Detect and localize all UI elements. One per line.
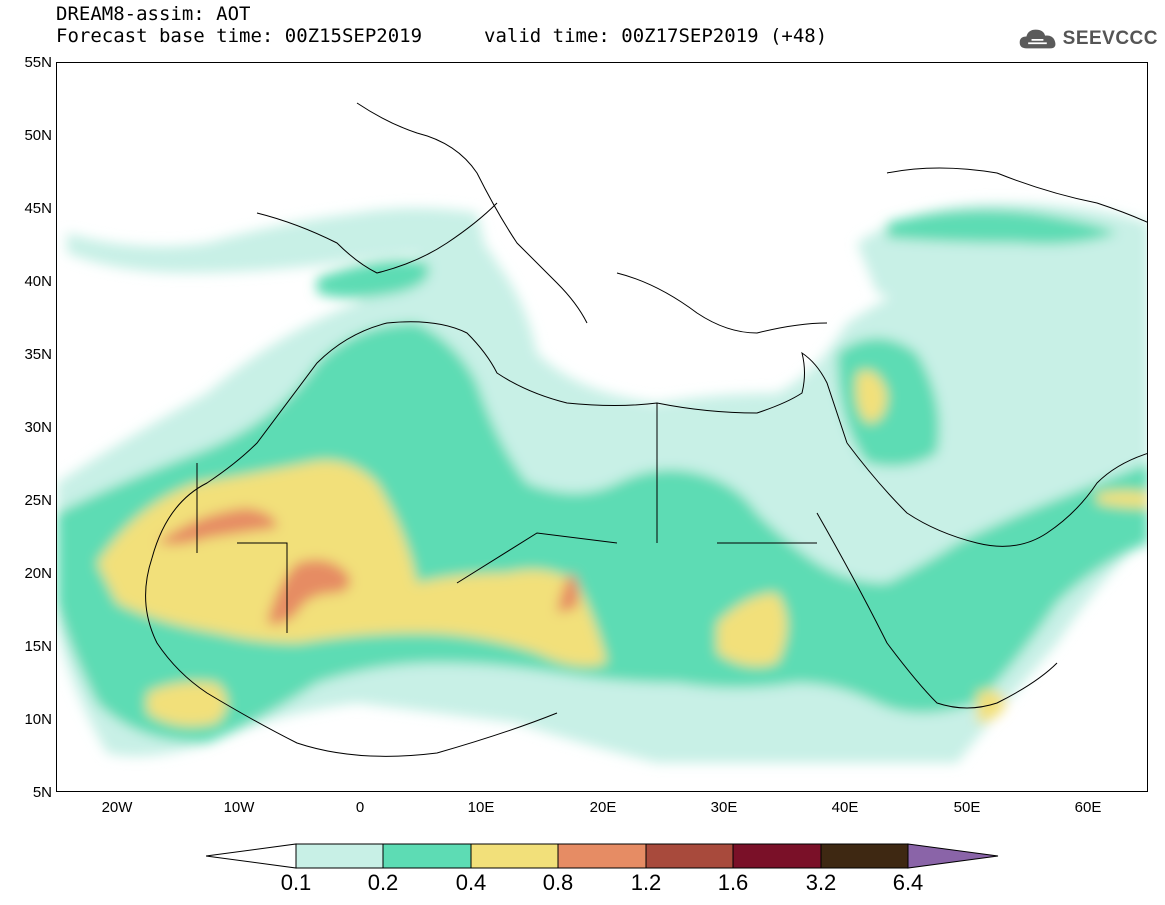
colorbar-bin-1.6 <box>732 843 822 869</box>
logo-text: SEEVCCC <box>1062 28 1158 49</box>
colorbar-label-3.2: 3.2 <box>805 870 837 895</box>
y-tick-55n: 55N <box>24 54 52 71</box>
x-tick-0: 0 <box>355 799 365 816</box>
aot-shading <box>57 203 1147 763</box>
x-tick-30e: 30E <box>710 799 738 816</box>
y-tick-30n: 30N <box>24 419 52 436</box>
colorbar-label-0.4: 0.4 <box>455 870 487 895</box>
map-title: DREAM8-assim: AOT <box>56 3 251 25</box>
aot-map-canvas <box>57 102 1147 763</box>
x-tick-20e: 20E <box>589 799 617 816</box>
colorbar-over-arrow <box>907 843 999 869</box>
y-tick-25n: 25N <box>24 492 52 509</box>
cloud-icon <box>1019 29 1056 49</box>
colorbar-label-1.6: 1.6 <box>717 870 749 895</box>
forecast-base-time: Forecast base time: 00Z15SEP2019 <box>56 25 423 47</box>
y-tick-45n: 45N <box>24 200 52 217</box>
y-tick-50n: 50N <box>24 127 52 144</box>
colorbar-label-1.2: 1.2 <box>630 870 662 895</box>
aot-map <box>56 62 1148 792</box>
colorbar-label-6.4: 6.4 <box>892 870 924 895</box>
x-tick-20w: 20W <box>101 799 133 816</box>
aot-field-0.8 <box>157 508 277 545</box>
x-tick-50e: 50E <box>953 799 981 816</box>
x-tick-40e: 40E <box>831 799 859 816</box>
y-tick-5n: 5N <box>32 784 52 801</box>
x-tick-60e: 60E <box>1074 799 1102 816</box>
y-tick-10n: 10N <box>24 711 52 728</box>
colorbar-label-0.8: 0.8 <box>542 870 574 895</box>
coastlines <box>145 102 1147 757</box>
valid-time: valid time: 00Z17SEP2019 (+48) <box>484 25 828 47</box>
colorbar <box>206 843 999 869</box>
colorbar-bin-0.2 <box>382 843 472 869</box>
colorbar-bin-3.2 <box>820 843 909 869</box>
colorbar-bin-0.8 <box>557 843 647 869</box>
colorbar-under-arrow <box>206 843 297 869</box>
x-tick-10e: 10E <box>467 799 495 816</box>
y-tick-35n: 35N <box>24 346 52 363</box>
colorbar-bin-0.1 <box>295 843 384 869</box>
y-tick-40n: 40N <box>24 273 52 290</box>
x-tick-10w: 10W <box>223 799 255 816</box>
y-tick-15n: 15N <box>24 638 52 655</box>
colorbar-label-0.1: 0.1 <box>280 870 312 895</box>
y-tick-20n: 20N <box>24 565 52 582</box>
colorbar-bin-0.4 <box>470 843 559 869</box>
colorbar-label-0.2: 0.2 <box>367 870 399 895</box>
colorbar-bin-1.2 <box>645 843 734 869</box>
seevccc-logo: SEEVCCC <box>1018 22 1158 56</box>
